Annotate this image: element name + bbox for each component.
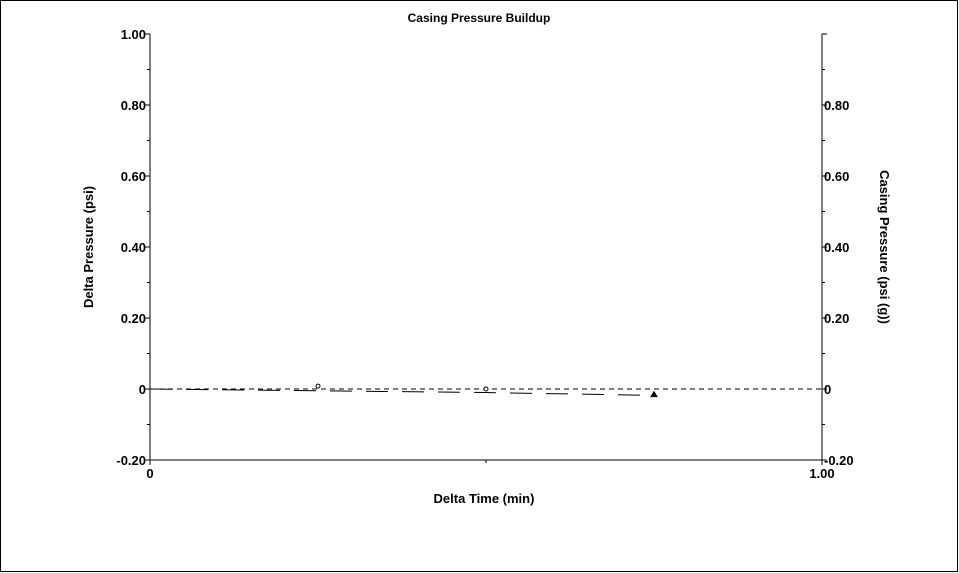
chart-title: Casing Pressure Buildup	[408, 11, 551, 25]
y-tick-label: 0.60	[121, 169, 146, 184]
y2-tick-label: -0.20	[824, 453, 854, 468]
y-tick-label: 1.00	[121, 27, 146, 42]
plot-area: -0.2000.200.400.600.801.00-0.2000.200.40…	[116, 27, 853, 481]
y2-axis-title: Casing Pressure (psi (g))	[877, 170, 892, 324]
y2-tick-label: 0.60	[824, 169, 849, 184]
y-tick-label: 0.80	[121, 98, 146, 113]
series-line-2	[149, 388, 655, 396]
data-point-circle	[315, 383, 321, 389]
data-point-circle	[483, 386, 489, 392]
x-tick-label: 0	[146, 466, 153, 481]
x-axis-title: Delta Time (min)	[434, 491, 535, 506]
y-axis-title: Delta Pressure (psi)	[81, 186, 96, 308]
y-tick-label: -0.20	[116, 453, 146, 468]
y2-tick-label: 0.40	[824, 240, 849, 255]
y-tick-label: 0.20	[121, 311, 146, 326]
data-point-triangle	[650, 390, 658, 398]
y-tick-label: 0	[139, 382, 146, 397]
y2-tick-label: 0.80	[824, 98, 849, 113]
y-tick-label: 0.40	[121, 240, 146, 255]
y2-tick-label: 0	[824, 382, 831, 397]
y2-tick-label: 0.20	[824, 311, 849, 326]
x-tick-label: 1.00	[809, 466, 834, 481]
